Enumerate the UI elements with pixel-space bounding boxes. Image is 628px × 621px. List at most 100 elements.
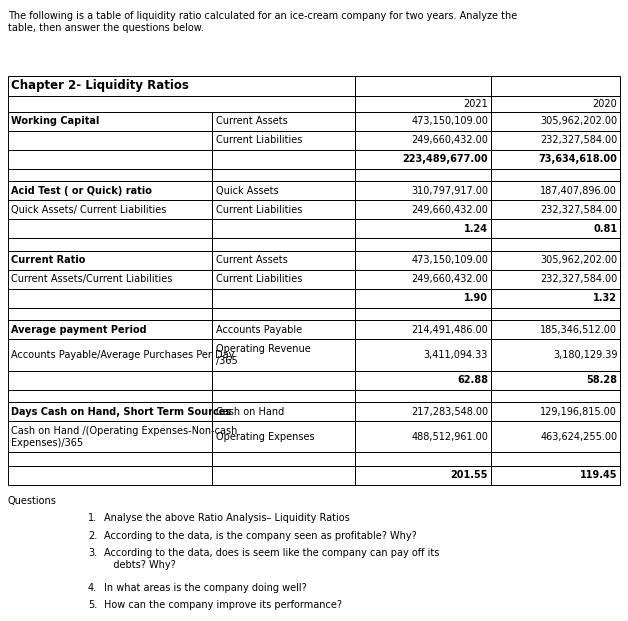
- Bar: [491, 219, 620, 238]
- Bar: [491, 251, 620, 270]
- Bar: [491, 371, 620, 389]
- Text: 73,634,618.00: 73,634,618.00: [538, 154, 617, 164]
- Bar: [8, 307, 212, 320]
- Text: 2.: 2.: [88, 530, 97, 541]
- Bar: [8, 466, 212, 484]
- Bar: [491, 466, 620, 484]
- Bar: [355, 181, 491, 200]
- Bar: [8, 421, 212, 453]
- Bar: [355, 466, 491, 484]
- Bar: [212, 130, 355, 150]
- Bar: [355, 130, 491, 150]
- Text: 473,150,109.00: 473,150,109.00: [411, 116, 488, 126]
- Bar: [491, 168, 620, 181]
- Text: 249,660,432.00: 249,660,432.00: [411, 205, 488, 215]
- Bar: [8, 181, 212, 200]
- Bar: [212, 402, 355, 421]
- Text: 1.32: 1.32: [593, 293, 617, 303]
- Text: 1.: 1.: [88, 513, 97, 524]
- Text: 232,327,584.00: 232,327,584.00: [540, 205, 617, 215]
- Text: 249,660,432.00: 249,660,432.00: [411, 135, 488, 145]
- Bar: [355, 453, 491, 466]
- Bar: [491, 270, 620, 289]
- Text: 305,962,202.00: 305,962,202.00: [540, 255, 617, 265]
- Text: Questions: Questions: [8, 496, 57, 506]
- Bar: [491, 307, 620, 320]
- Bar: [491, 339, 620, 371]
- Bar: [355, 339, 491, 371]
- Text: Chapter 2- Liquidity Ratios: Chapter 2- Liquidity Ratios: [11, 79, 189, 92]
- Bar: [8, 339, 212, 371]
- Bar: [8, 112, 212, 130]
- Text: The following is a table of liquidity ratio calculated for an ice-cream company : The following is a table of liquidity ra…: [8, 11, 517, 33]
- Bar: [212, 289, 355, 307]
- Text: 3,180,129.39: 3,180,129.39: [553, 350, 617, 360]
- Text: Working Capital: Working Capital: [11, 116, 100, 126]
- Bar: [491, 76, 620, 96]
- Text: Current Assets: Current Assets: [216, 255, 288, 265]
- Text: 2020: 2020: [593, 99, 617, 109]
- Text: 129,196,815.00: 129,196,815.00: [541, 407, 617, 417]
- Text: According to the data, does is seem like the company can pay off its
   debts? W: According to the data, does is seem like…: [104, 548, 439, 569]
- Bar: [491, 200, 620, 219]
- Text: 249,660,432.00: 249,660,432.00: [411, 274, 488, 284]
- Text: 488,512,961.00: 488,512,961.00: [411, 432, 488, 442]
- Bar: [355, 200, 491, 219]
- Text: Cash on Hand: Cash on Hand: [216, 407, 284, 417]
- Bar: [212, 389, 355, 402]
- Bar: [355, 219, 491, 238]
- Bar: [355, 168, 491, 181]
- Bar: [491, 238, 620, 251]
- Bar: [212, 307, 355, 320]
- Text: 201.55: 201.55: [450, 470, 488, 480]
- Bar: [8, 289, 212, 307]
- Text: In what areas is the company doing well?: In what areas is the company doing well?: [104, 582, 306, 593]
- Bar: [491, 320, 620, 339]
- Bar: [8, 371, 212, 389]
- Bar: [491, 112, 620, 130]
- Text: Current Liabilities: Current Liabilities: [216, 274, 303, 284]
- Text: 305,962,202.00: 305,962,202.00: [540, 116, 617, 126]
- Text: Current Assets: Current Assets: [216, 116, 288, 126]
- Text: Acid Test ( or Quick) ratio: Acid Test ( or Quick) ratio: [11, 186, 152, 196]
- Text: 187,407,896.00: 187,407,896.00: [541, 186, 617, 196]
- Text: Operating Expenses: Operating Expenses: [216, 432, 315, 442]
- Text: 214,491,486.00: 214,491,486.00: [411, 325, 488, 335]
- Bar: [355, 402, 491, 421]
- Bar: [355, 371, 491, 389]
- Text: According to the data, is the company seen as profitable? Why?: According to the data, is the company se…: [104, 530, 416, 541]
- Bar: [212, 219, 355, 238]
- Bar: [355, 112, 491, 130]
- Text: 5.: 5.: [88, 600, 97, 610]
- Bar: [355, 320, 491, 339]
- Bar: [355, 251, 491, 270]
- Text: 1.24: 1.24: [464, 224, 488, 233]
- Bar: [355, 270, 491, 289]
- Bar: [491, 96, 620, 112]
- Text: 58.28: 58.28: [587, 375, 617, 385]
- Bar: [355, 150, 491, 168]
- Text: 62.88: 62.88: [457, 375, 488, 385]
- Bar: [212, 238, 355, 251]
- Bar: [355, 238, 491, 251]
- Bar: [8, 168, 212, 181]
- Text: Current Ratio: Current Ratio: [11, 255, 85, 265]
- Bar: [491, 402, 620, 421]
- Bar: [212, 200, 355, 219]
- Bar: [491, 453, 620, 466]
- Bar: [212, 371, 355, 389]
- Bar: [491, 150, 620, 168]
- Bar: [212, 251, 355, 270]
- Bar: [8, 251, 212, 270]
- Text: 223,489,677.00: 223,489,677.00: [403, 154, 488, 164]
- Bar: [212, 181, 355, 200]
- Bar: [355, 421, 491, 453]
- Bar: [8, 200, 212, 219]
- Text: 310,797,917.00: 310,797,917.00: [411, 186, 488, 196]
- Bar: [8, 320, 212, 339]
- Text: 3.: 3.: [88, 548, 97, 558]
- Bar: [355, 389, 491, 402]
- Text: 217,283,548.00: 217,283,548.00: [411, 407, 488, 417]
- Text: 0.81: 0.81: [593, 224, 617, 233]
- Bar: [355, 96, 491, 112]
